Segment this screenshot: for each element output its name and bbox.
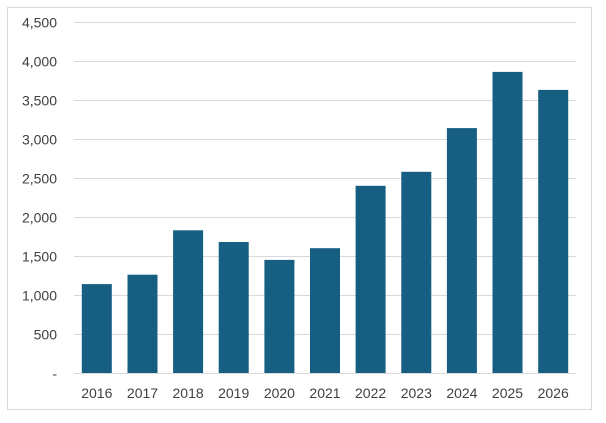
bar-2024 [446, 128, 477, 373]
bar-2025 [492, 71, 523, 374]
bar-2018 [173, 230, 204, 373]
x-tick-label: 2026 [538, 385, 569, 401]
gridlines [74, 22, 576, 374]
x-tick-label: 2017 [127, 385, 158, 401]
bar-2019 [218, 242, 249, 373]
bar-2020 [264, 259, 295, 373]
x-tick-label: 2025 [492, 385, 523, 401]
bar-2017 [127, 274, 158, 373]
x-tick-label: 2022 [355, 385, 386, 401]
y-tick-label: 4,000 [22, 54, 57, 70]
x-tick-label: 2018 [173, 385, 204, 401]
bar-2021 [310, 248, 340, 373]
y-tick-label: 3,500 [22, 93, 57, 109]
bar-2023 [401, 171, 432, 373]
x-tick-label: 2020 [264, 385, 295, 401]
y-axis-tick-labels: - 500 1,000 1,500 2,000 2,500 3,000 3,500 4,000 4… [22, 15, 57, 382]
x-tick-label: 2024 [446, 385, 477, 401]
bar-2016 [81, 284, 112, 373]
bars [81, 71, 569, 374]
y-tick-label: 500 [34, 327, 58, 343]
x-tick-label: 2023 [401, 385, 432, 401]
x-tick-label: 2016 [81, 385, 112, 401]
bar-2022 [355, 185, 386, 373]
y-tick-label: 2,500 [22, 171, 57, 187]
y-tick-label: 1,500 [22, 249, 57, 265]
y-tick-label: - [52, 366, 57, 382]
y-tick-label: 1,000 [22, 288, 57, 304]
x-tick-label: 2021 [309, 385, 340, 401]
x-axis-tick-labels: 2016 2017 2018 2019 2020 2021 2022 2023 2024 2025… [81, 385, 569, 401]
y-tick-label: 4,500 [22, 15, 57, 31]
y-tick-label: 3,000 [22, 132, 57, 148]
y-tick-label: 2,000 [22, 210, 57, 226]
bar-2026 [538, 89, 569, 374]
x-tick-label: 2019 [218, 385, 249, 401]
